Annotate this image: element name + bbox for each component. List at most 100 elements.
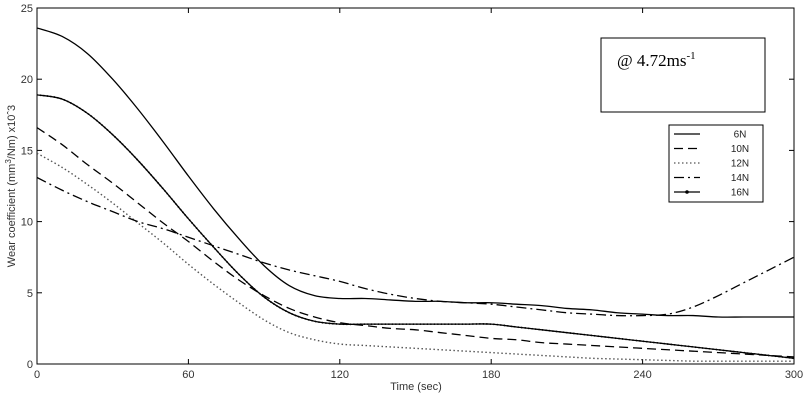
series-marker-16n (750, 352, 753, 355)
series-marker-16n (346, 323, 348, 326)
series-marker-16n (419, 323, 422, 326)
series-marker-16n (332, 322, 334, 325)
series-marker-16n (90, 115, 93, 118)
series-marker-16n (195, 227, 198, 230)
series-lines (37, 27, 794, 362)
series-marker-16n (128, 150, 131, 153)
series-marker-16n (243, 278, 246, 281)
series-marker-16n (223, 258, 226, 261)
series-marker-16n (388, 323, 390, 326)
series-marker-16n (426, 323, 429, 326)
series-marker-16n (635, 339, 638, 342)
series-marker-16n (291, 313, 294, 315)
series-line-10n (37, 127, 794, 358)
series-marker-16n (757, 353, 760, 356)
svg-text:@ 4.72ms-1: @ 4.72ms-1 (617, 50, 696, 70)
series-marker-16n (63, 99, 66, 101)
series-marker-16n (256, 290, 258, 293)
series-marker-16n (39, 94, 42, 97)
series-marker-16n (715, 348, 718, 351)
series-marker-16n (663, 342, 666, 345)
series-marker-16n (297, 315, 300, 318)
series-marker-16n (219, 253, 221, 256)
series-marker-16n (607, 336, 610, 339)
series-marker-16n (743, 351, 746, 354)
series-marker-16n (677, 344, 680, 347)
series-marker-16n (746, 352, 749, 354)
series-marker-16n (202, 235, 205, 237)
series-marker-16n (147, 171, 150, 174)
series-marker-16n (792, 357, 794, 360)
series-marker-16n (321, 321, 324, 324)
y-tick-label: 0 (27, 359, 33, 371)
series-marker-16n (506, 324, 509, 327)
series-marker-16n (188, 219, 191, 222)
series-marker-16n (440, 323, 443, 326)
x-tick-label: 60 (182, 369, 194, 381)
series-marker-16n (559, 330, 561, 333)
series-marker-16n (628, 338, 631, 341)
series-marker-16n (154, 179, 157, 182)
series-marker-16n (753, 352, 756, 355)
series-marker-16n (272, 303, 275, 305)
series-marker-16n (50, 95, 52, 98)
series-marker-16n (356, 323, 359, 326)
series-marker-16n (106, 128, 109, 131)
series-marker-16n (116, 138, 119, 141)
series-marker-16n (458, 323, 460, 326)
legend-label-14n: 14N (731, 173, 749, 184)
series-marker-16n (430, 323, 432, 326)
series-marker-16n (652, 341, 655, 344)
series-marker-16n (164, 189, 166, 192)
series-marker-16n (182, 211, 184, 214)
series-marker-16n (485, 323, 488, 325)
axis-ticks: 0 60 120 180 240 300 0 5 10 15 20 25 (21, 3, 803, 381)
series-marker-16n (161, 187, 164, 190)
series-marker-16n (253, 288, 256, 290)
series-marker-16n (93, 117, 95, 120)
series-marker-16n (534, 328, 537, 331)
series-marker-16n (593, 334, 596, 337)
series-marker-16n (328, 322, 331, 325)
series-marker-16n (489, 323, 492, 325)
series-marker-16n (72, 103, 75, 106)
series-marker-16n (405, 323, 408, 326)
series-marker-16n (278, 306, 281, 309)
series-marker-16n (173, 200, 175, 203)
series-marker-16n (785, 356, 787, 359)
series-marker-16n (114, 136, 116, 138)
series-marker-16n (774, 355, 777, 358)
series-marker-16n (732, 350, 735, 353)
speed-annotation: @ 4.72ms-1 (600, 37, 766, 113)
series-marker-16n (69, 102, 72, 104)
series-marker-16n (367, 323, 369, 326)
series-marker-16n (238, 273, 241, 276)
series-marker-16n (152, 176, 155, 179)
series-marker-16n (209, 243, 212, 245)
series-marker-16n (150, 174, 153, 176)
legend-marker-16n (685, 190, 689, 194)
series-marker-16n (119, 140, 121, 143)
series-marker-16n (235, 271, 238, 274)
series-marker-16n (524, 327, 527, 329)
series-marker-16n (186, 216, 189, 219)
series-marker-16n (248, 283, 251, 286)
series-marker-16n (270, 301, 272, 303)
series-marker-16n (198, 229, 200, 232)
series-marker-16n (87, 113, 90, 116)
series-marker-16n (778, 355, 780, 358)
series-marker-16n (736, 351, 739, 353)
series-marker-16n (384, 323, 387, 326)
series-marker-16n (307, 318, 310, 321)
series-marker-16n (301, 316, 303, 319)
series-marker-16n (461, 323, 464, 326)
series-marker-16n (281, 308, 284, 311)
series-marker-16n (649, 341, 652, 343)
series-marker-16n (510, 325, 513, 328)
series-marker-16n (492, 323, 495, 326)
series-marker-16n (600, 335, 603, 338)
series-marker-16n (691, 345, 694, 348)
y-axis-label: Wear coefficient (mm3/Nm) x10ˆ3 (4, 105, 19, 267)
series-marker-16n (611, 336, 614, 339)
series-marker-16n (98, 121, 101, 124)
